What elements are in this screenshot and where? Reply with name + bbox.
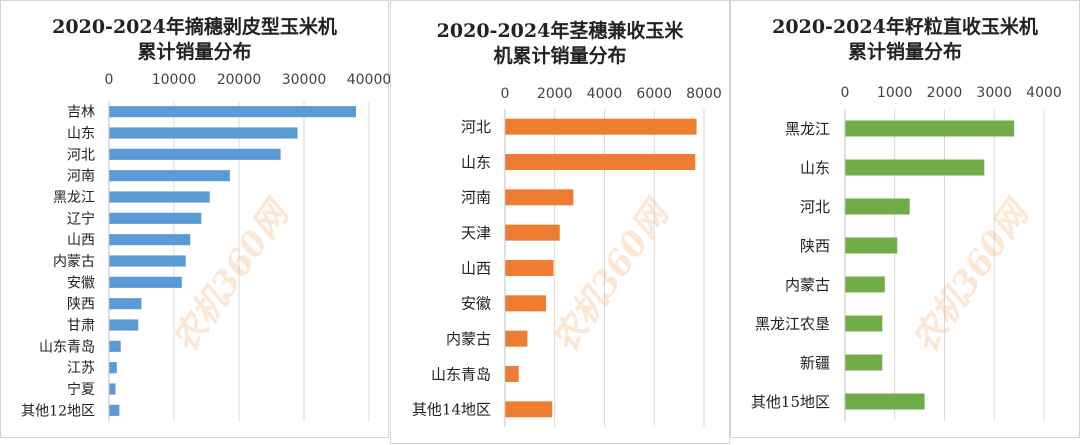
bar	[845, 354, 883, 371]
bar	[109, 234, 191, 246]
bar	[109, 255, 186, 267]
bar	[845, 159, 985, 176]
chart-title-line-2: 机累计销量分布	[493, 45, 627, 67]
x-tick-label: 10000	[152, 72, 197, 88]
chart-title-line-1: 2020-2024年籽粒直收玉米机	[772, 16, 1038, 38]
bar	[845, 393, 925, 410]
bar	[109, 340, 121, 352]
bar-chart-picker-husker: 0 10000 20000 30000 40000 吉林山东河北河南黑龙江辽宁山西内蒙古安…	[21, 72, 390, 421]
chart-panel-stalk-ear: 2020-2024年茎穗兼收玉米 机累计销量分布 0 2000 4000 6000 80…	[390, 0, 730, 444]
chart-panel-picker-husker: 2020-2024年摘穗剥皮型玉米机 累计销量分布 0 10000 20000 300…	[0, 0, 390, 438]
category-label: 安徽	[67, 275, 95, 291]
x-tick-label: 2000	[927, 85, 963, 101]
chart-title-line-1: 2020-2024年茎穗兼收玉米	[436, 20, 684, 42]
bar	[109, 383, 116, 395]
category-label: 山西	[67, 233, 95, 249]
category-label: 山东	[800, 159, 830, 177]
x-tick-label: 4000	[587, 86, 623, 102]
bar	[505, 366, 519, 382]
bar	[505, 330, 528, 347]
chart-panel-grain-direct: 2020-2024年籽粒直收玉米机 累计销量分布 0 1000 2000 3000 40…	[730, 0, 1080, 438]
category-label: 安徽	[461, 295, 491, 313]
bar	[109, 276, 182, 288]
x-tick-label: 40000	[347, 72, 390, 88]
category-label: 河北	[800, 198, 830, 216]
bar	[845, 198, 910, 215]
chart-title-line-2: 累计销量分布	[847, 41, 962, 63]
chart-title: 2020-2024年茎穗兼收玉米 机累计销量分布	[391, 19, 729, 69]
x-tick-label: 0	[501, 86, 510, 102]
category-label: 山东青岛	[39, 339, 95, 355]
category-label: 内蒙古	[53, 254, 95, 270]
bar	[505, 295, 547, 312]
category-label: 黑龙江农垦	[755, 315, 830, 333]
category-label: 其他14地区	[412, 401, 491, 419]
x-tick-label: 3000	[976, 85, 1012, 101]
category-label: 江苏	[67, 361, 95, 377]
category-label: 新疆	[800, 354, 830, 372]
x-tick-label: 0	[105, 72, 114, 88]
category-label: 其他15地区	[751, 393, 830, 411]
category-label: 黑龙江	[53, 190, 95, 206]
bar	[505, 154, 696, 170]
category-label: 吉林	[67, 105, 95, 121]
category-label: 其他12地区	[21, 403, 95, 419]
x-tick-label: 8000	[686, 86, 722, 102]
bar	[109, 148, 281, 160]
x-tick-label: 2000	[537, 86, 573, 102]
bar	[109, 298, 142, 310]
category-label: 河北	[67, 147, 95, 163]
category-label: 陕西	[800, 237, 830, 255]
bar	[505, 118, 697, 135]
category-label: 河北	[461, 118, 491, 136]
bar	[109, 127, 298, 139]
category-label: 山东	[461, 153, 491, 171]
x-tick-label: 0	[841, 85, 850, 101]
bar	[109, 404, 120, 416]
bar	[505, 189, 574, 206]
chart-title-line-1: 2020-2024年摘穗剥皮型玉米机	[52, 16, 337, 38]
category-label: 内蒙古	[446, 330, 491, 348]
category-label: 甘肃	[67, 318, 95, 334]
category-label: 陕西	[67, 297, 95, 313]
x-tick-label: 30000	[282, 72, 327, 88]
category-label: 黑龙江	[785, 120, 830, 138]
bar	[845, 120, 1015, 137]
category-label: 河南	[67, 169, 95, 185]
chart-title: 2020-2024年籽粒直收玉米机 累计销量分布	[731, 15, 1079, 65]
bar	[845, 237, 898, 254]
x-tick-label: 20000	[217, 72, 262, 88]
category-label: 山东	[67, 126, 95, 142]
bar	[109, 191, 210, 203]
bar	[505, 224, 560, 241]
category-label: 内蒙古	[785, 276, 830, 294]
category-label: 天津	[461, 224, 491, 242]
bar	[109, 319, 139, 331]
category-label: 辽宁	[67, 210, 95, 227]
category-label: 宁夏	[67, 381, 95, 398]
bar	[505, 260, 554, 276]
bar-chart-stalk-ear: 0 2000 4000 6000 8000 河北山东河南天津山西安徽内蒙古山东青岛其他14…	[412, 86, 722, 427]
category-label: 山东青岛	[431, 365, 491, 383]
bar	[505, 401, 553, 418]
bar	[109, 212, 202, 224]
chart-title: 2020-2024年摘穗剥皮型玉米机 累计销量分布	[1, 15, 388, 65]
chart-title-line-2: 累计销量分布	[137, 41, 252, 63]
category-label: 河南	[461, 189, 491, 207]
bar	[109, 362, 117, 374]
category-label: 山西	[461, 259, 491, 277]
x-tick-label: 4000	[1026, 85, 1062, 101]
bar	[845, 276, 885, 293]
x-tick-label: 1000	[877, 85, 913, 101]
bar	[109, 170, 230, 182]
bar-chart-grain-direct: 0 1000 2000 3000 4000 黑龙江山东河北陕西内蒙古黑龙江农垦新疆其他15…	[751, 85, 1062, 421]
x-tick-label: 6000	[636, 86, 672, 102]
bar	[845, 315, 883, 332]
bar	[109, 106, 356, 118]
